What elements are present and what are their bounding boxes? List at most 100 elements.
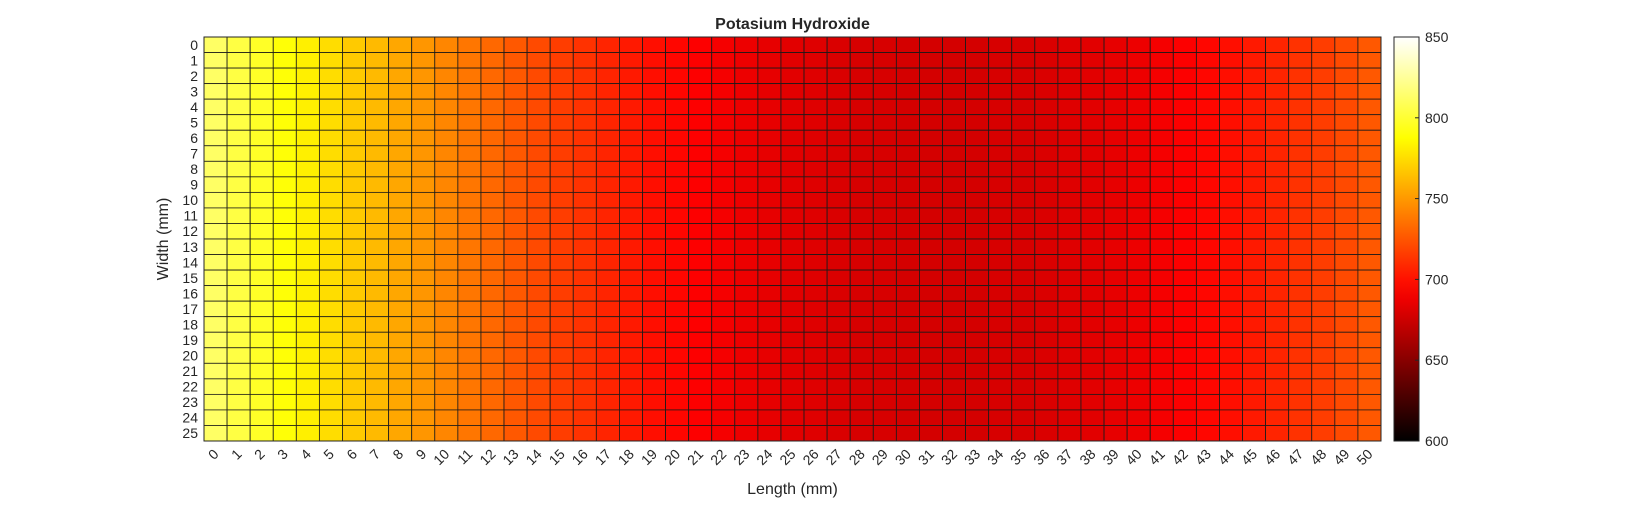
heatmap-cell [272,145,297,162]
heatmap-cell [1103,191,1128,209]
heatmap-cell [942,176,966,193]
heatmap-cell [365,316,390,333]
heatmap-cell [1011,160,1036,178]
heatmap-cell [295,83,320,100]
heatmap-cell [549,52,574,69]
heatmap-cell [388,347,413,364]
heatmap-cell [757,238,782,255]
heatmap-cell [1103,67,1128,85]
heatmap-cell [226,393,251,411]
heatmap-cell [988,285,1013,302]
heatmap-cell [1357,316,1382,333]
heatmap-cell [365,223,390,240]
heatmap-cell [988,393,1013,411]
heatmap-cell [1265,129,1290,147]
heatmap-cell [295,409,320,426]
heatmap-cell [1195,145,1220,162]
heatmap-cell [919,409,943,426]
heatmap-cell [342,129,366,147]
heatmap-cell [757,114,782,131]
heatmap-cell [572,393,597,411]
heatmap-cell [1195,254,1220,271]
heatmap-cell [1219,52,1243,69]
heatmap-cell [1195,238,1220,255]
heatmap-cell [1334,316,1359,333]
heatmap-cell [619,362,643,380]
heatmap-cell [1149,223,1174,240]
heatmap-cell [849,393,874,411]
heatmap-cell [1265,52,1290,69]
heatmap-cell [1334,207,1359,224]
heatmap-cell [734,83,759,100]
heatmap-cell [411,223,436,240]
heatmap-cell [619,114,643,131]
heatmap-cell [1311,98,1336,116]
heatmap-cell [965,207,990,224]
heatmap-cell [965,223,990,240]
heatmap-cell [988,67,1013,85]
heatmap-cell [1265,36,1290,53]
heatmap-cell [1034,378,1059,395]
heatmap-cell [1149,129,1174,147]
heatmap-cell [1334,114,1359,131]
heatmap-cell [318,425,343,442]
heatmap-cell [1219,191,1243,209]
heatmap-cell [1172,300,1197,318]
heatmap-cell [757,331,782,349]
heatmap-cell [295,331,320,349]
heatmap-cell [711,238,736,255]
heatmap-cell [688,331,713,349]
heatmap-cell [295,160,320,178]
heatmap-cell [1080,114,1105,131]
heatmap-cell [919,393,943,411]
heatmap-cell [1149,378,1174,395]
heatmap-cell [942,67,966,85]
heatmap-cell [619,285,643,302]
heatmap-cell [803,331,828,349]
heatmap-cell [780,331,805,349]
heatmap-cell [365,145,390,162]
y-tick-label: 14 [182,254,198,270]
heatmap-cell [1034,425,1059,442]
heatmap-cell [226,378,251,395]
heatmap-cell [526,409,551,426]
heatmap-cell [549,254,574,271]
heatmap-cell [480,238,505,255]
heatmap-cell [572,316,597,333]
heatmap-cell [203,378,228,395]
heatmap-cell [249,393,274,411]
heatmap-cell [1103,347,1128,364]
heatmap-cell [226,160,251,178]
heatmap-cell [965,331,990,349]
heatmap-cell [1057,316,1082,333]
heatmap-cell [1172,378,1197,395]
heatmap-cell [1126,269,1151,287]
heatmap-cell [549,176,574,193]
heatmap-cell [1334,347,1359,364]
heatmap-cell [1057,129,1082,147]
heatmap-cell [503,145,528,162]
heatmap-cell [780,300,805,318]
heatmap-cell [503,285,528,302]
heatmap-cell [688,36,713,53]
heatmap-cell [826,67,851,85]
heatmap-cell [388,114,413,131]
heatmap-cell [1311,393,1336,411]
x-axis-label: Length (mm) [747,481,838,498]
x-tick-label: 24 [753,446,775,468]
heatmap-cell [1357,254,1382,271]
heatmap-cell [572,331,597,349]
heatmap-cell [1103,331,1128,349]
heatmap-cell [919,300,943,318]
heatmap-cell [318,238,343,255]
heatmap-cell [1057,223,1082,240]
heatmap-cell [1034,347,1059,364]
heatmap-cell [318,207,343,224]
heatmap-cell [549,425,574,442]
heatmap-cell [1103,83,1128,100]
heatmap-cell [480,409,505,426]
heatmap-cell [1080,269,1105,287]
heatmap-cell [1311,362,1336,380]
heatmap-cell [549,129,574,147]
heatmap-cell [711,223,736,240]
